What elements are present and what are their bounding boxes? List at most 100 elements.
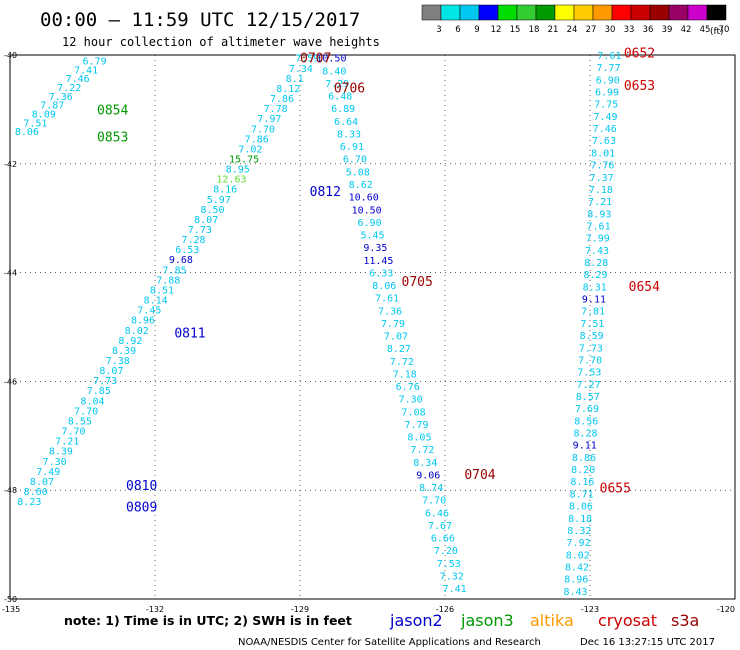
wave-height-value: 7.51 bbox=[580, 319, 604, 330]
scale-swatch bbox=[706, 4, 727, 21]
scale-swatch bbox=[421, 4, 442, 21]
wave-height-value: 7.85 bbox=[87, 386, 111, 397]
scale-label: 36 bbox=[643, 25, 654, 35]
wave-height-value: 7.49 bbox=[36, 467, 60, 478]
lon-tick-label: -120 bbox=[717, 605, 735, 614]
wave-height-value: 7.21 bbox=[588, 197, 612, 208]
lat-tick-label: -48 bbox=[4, 486, 17, 495]
pass-time-label: 0812 bbox=[310, 185, 341, 200]
scale-label: 15 bbox=[510, 25, 521, 35]
wave-height-value: 7.77 bbox=[597, 63, 621, 74]
scale-swatch bbox=[611, 4, 632, 21]
wave-height-value: 8.86 bbox=[572, 453, 596, 464]
scale-label: 18 bbox=[529, 25, 540, 35]
wave-height-value: 8.96 bbox=[131, 316, 155, 327]
wave-height-value: 7.70 bbox=[251, 124, 275, 135]
wave-height-value: 7.99 bbox=[586, 234, 610, 245]
scale-swatch bbox=[459, 4, 480, 21]
wave-height-value: 6.53 bbox=[175, 245, 199, 256]
wave-height-value: 7.20 bbox=[434, 546, 458, 557]
wave-height-value: 8.04 bbox=[80, 396, 104, 407]
scale-swatch bbox=[630, 4, 651, 21]
scale-swatch bbox=[554, 4, 575, 21]
scale-label: 30 bbox=[605, 25, 616, 35]
wave-height-value: 7.61 bbox=[375, 294, 399, 305]
lon-tick-label: -129 bbox=[291, 605, 309, 614]
wave-height-value: 8.02 bbox=[125, 326, 149, 337]
satellite-legend: jason2 jason3 altika cryosat s3a bbox=[389, 611, 699, 630]
wave-height-value: 7.59 bbox=[295, 54, 319, 65]
footer-credit: NOAA/NESDIS Center for Satellite Applica… bbox=[238, 637, 541, 648]
scale-label: 12 bbox=[491, 25, 502, 35]
wave-height-value: 7.72 bbox=[390, 357, 414, 368]
wave-height-value: 7.87 bbox=[40, 101, 64, 112]
wave-height-value: 9.11 bbox=[582, 295, 606, 306]
wave-height-value: 7.22 bbox=[57, 83, 81, 94]
wave-height-value: 6.79 bbox=[83, 56, 107, 67]
scale-swatch bbox=[497, 4, 518, 21]
scale-unit: (ft) bbox=[710, 27, 724, 37]
wave-height-value: 6.46 bbox=[425, 508, 449, 519]
wave-height-value: 10.60 bbox=[349, 193, 379, 204]
wave-height-value: 7.73 bbox=[579, 343, 603, 354]
wave-height-value: 7.08 bbox=[402, 407, 426, 418]
wave-height-value: 8.27 bbox=[387, 344, 411, 355]
wave-height-value: 6.90 bbox=[596, 75, 620, 86]
pass-time-label: 0811 bbox=[174, 326, 205, 341]
scale-swatch bbox=[649, 4, 670, 21]
wave-height-value: 7.27 bbox=[577, 380, 601, 391]
scale-label: 6 bbox=[455, 25, 460, 35]
wave-height-value: 8.92 bbox=[118, 336, 142, 347]
wave-height-value: 7.45 bbox=[137, 306, 161, 317]
wave-height-value: 7.18 bbox=[589, 185, 613, 196]
scale-label: 3 bbox=[436, 25, 441, 35]
wave-height-value: 8.40 bbox=[322, 66, 346, 77]
wave-height-value: 6.89 bbox=[331, 104, 355, 115]
lat-lon-grid: -135 -132 -129 -126 -123 -120 -40 -42 -44 -46 -48 -… bbox=[2, 51, 735, 614]
pass-time-label: 0705 bbox=[402, 275, 433, 290]
wave-height-value: 7.51 bbox=[23, 118, 47, 129]
legend-s3a: s3a bbox=[671, 611, 699, 630]
wave-height-value: 8.01 bbox=[591, 148, 615, 159]
wave-height-value: 5.45 bbox=[360, 231, 384, 242]
wave-height-value: 8.1 bbox=[286, 74, 304, 85]
wave-height-value: 7.53 bbox=[577, 368, 601, 379]
wave-height-value: 7.70 bbox=[422, 496, 446, 507]
lat-tick-label: -46 bbox=[4, 377, 17, 386]
wave-height-value: 7.02 bbox=[238, 144, 262, 155]
wave-height-value: 6.91 bbox=[340, 142, 364, 153]
wave-height-value: 7.86 bbox=[270, 94, 294, 105]
wave-height-value: 7.41 bbox=[443, 584, 467, 595]
pass-time-label: 0653 bbox=[624, 79, 655, 94]
wave-height-value: 5.97 bbox=[207, 195, 231, 206]
wave-height-value: 8.06 bbox=[569, 502, 593, 513]
wave-height-value: 8.20 bbox=[571, 465, 595, 476]
wave-height-value: 8.12 bbox=[276, 84, 300, 95]
wave-height-value: 6.66 bbox=[431, 534, 455, 545]
wave-height-value: 7.75 bbox=[594, 100, 618, 111]
wave-height-value: 8.39 bbox=[49, 447, 73, 458]
wave-height-value: 9.35 bbox=[363, 243, 387, 254]
satellite-track: 10.508.407.296.486.896.648.336.916.705.0… bbox=[316, 54, 466, 595]
wave-height-value: 8.42 bbox=[565, 562, 589, 573]
wave-height-value: 6.64 bbox=[334, 117, 358, 128]
wave-height-value: 8.16 bbox=[570, 477, 594, 488]
lon-tick-label: -132 bbox=[146, 605, 164, 614]
wave-height-value: 7.30 bbox=[43, 457, 67, 468]
wave-height-value: 6.33 bbox=[369, 268, 393, 279]
wave-height-value: 7.49 bbox=[593, 112, 617, 123]
wave-height-value: 8.93 bbox=[587, 209, 611, 220]
legend-jason2: jason2 bbox=[389, 611, 443, 630]
wave-height-value: 8.29 bbox=[583, 270, 607, 281]
wave-height-value: 8.28 bbox=[584, 258, 608, 269]
scale-label: 45 bbox=[700, 25, 711, 35]
pass-time-label: 0810 bbox=[126, 479, 157, 494]
wave-height-value: 8.60 bbox=[24, 487, 48, 498]
wave-height-value: 7.70 bbox=[62, 427, 86, 438]
wave-height-value: 10.50 bbox=[352, 205, 382, 216]
pass-time-label: 0655 bbox=[600, 481, 631, 496]
wave-height-value: 7.92 bbox=[567, 538, 591, 549]
scale-swatch bbox=[668, 4, 689, 21]
wave-height-value: 7.70 bbox=[578, 355, 602, 366]
wave-height-value: 7.72 bbox=[410, 445, 434, 456]
